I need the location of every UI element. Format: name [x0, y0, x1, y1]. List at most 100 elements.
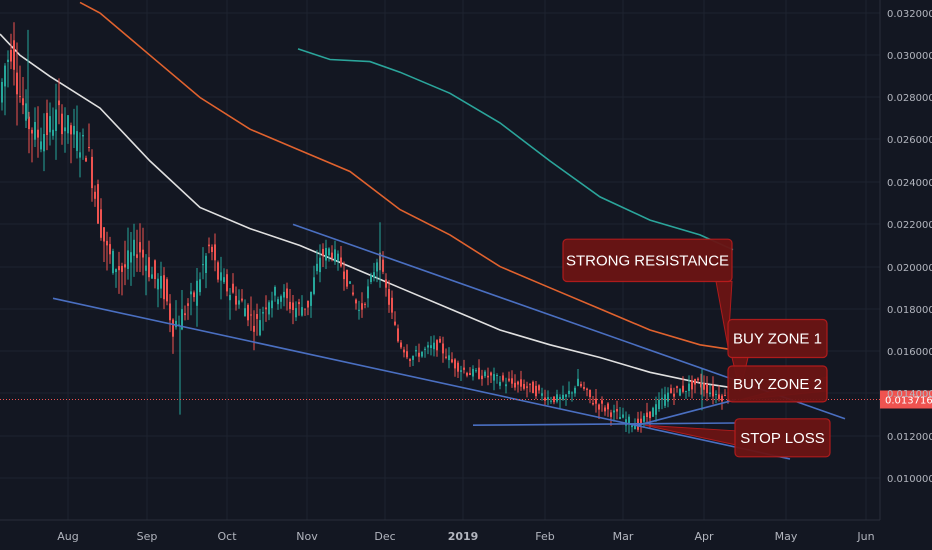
x-tick-label: Jun — [856, 530, 874, 543]
candle-body — [676, 386, 678, 388]
candle-body — [352, 292, 354, 295]
x-axis[interactable]: Aug Sep Oct Nov Dec 2019 Feb Mar Apr May Jun — [57, 530, 874, 543]
moving-average-line — [79, 1, 729, 350]
candle-body — [115, 269, 117, 272]
candle-body — [712, 385, 714, 397]
annotation-label: STOP LOSS — [740, 430, 825, 447]
candle-body — [517, 381, 519, 385]
candle-body — [208, 244, 210, 247]
y-tick-label: 0.032000 — [887, 9, 932, 20]
y-tick-label: 0.016000 — [887, 347, 932, 358]
x-tick-label: Sep — [137, 530, 158, 543]
candle-body — [592, 403, 594, 405]
candle-body — [181, 309, 183, 330]
annotation-callout[interactable]: BUY ZONE 2 — [727, 365, 828, 403]
candle-body — [397, 328, 399, 342]
candle-body — [622, 414, 624, 418]
candle-body — [535, 385, 537, 397]
x-tick-label: Mar — [613, 530, 634, 543]
candle-body — [382, 259, 384, 272]
candle-body — [169, 303, 171, 321]
candle-body — [547, 397, 549, 400]
candle-body — [724, 395, 726, 397]
candle-body — [16, 72, 18, 95]
candle-body — [544, 397, 546, 401]
y-tick-label: 0.022000 — [887, 220, 932, 231]
moving-average-line — [297, 48, 734, 251]
candle-body — [328, 248, 330, 256]
candle-body — [433, 342, 435, 350]
trendline-support[interactable] — [472, 422, 736, 426]
candle-body — [454, 359, 456, 369]
candle-body — [76, 131, 78, 151]
candle-body — [286, 288, 288, 299]
candle-body — [268, 302, 270, 315]
trendline-lower[interactable] — [52, 297, 791, 460]
candle-body — [460, 370, 462, 372]
candle-body — [361, 303, 363, 310]
candle-body — [436, 340, 438, 351]
candle-body — [655, 404, 657, 415]
x-tick-label: Feb — [535, 530, 554, 543]
candle-body — [388, 289, 390, 305]
candle-body — [163, 275, 165, 300]
candle-body — [484, 371, 486, 377]
candle-body — [298, 302, 300, 305]
current-price-badge — [880, 390, 932, 409]
annotation-label: BUY ZONE 1 — [733, 331, 822, 348]
candle-body — [217, 262, 219, 280]
y-tick-label: 0.018000 — [887, 305, 932, 316]
candle-body — [58, 100, 60, 106]
moving-average-line — [0, 33, 729, 388]
x-tick-label: Oct — [217, 530, 237, 543]
candle-body — [481, 375, 483, 380]
candle-body — [253, 325, 255, 332]
candle-body — [289, 301, 291, 310]
x-tick-label: Nov — [296, 530, 318, 543]
annotation-box — [727, 318, 828, 359]
y-tick-label: 0.024000 — [887, 178, 932, 189]
y-tick-label: 0.012000 — [887, 432, 932, 443]
trendline-rising[interactable] — [637, 399, 736, 426]
candle-body — [271, 300, 273, 309]
annotation-callout[interactable]: STRONG RESISTANCE — [562, 238, 733, 348]
candle-body — [106, 240, 108, 246]
candle-body — [343, 271, 345, 280]
y-tick-label: 0.014000 — [887, 389, 932, 400]
x-tick-label: Apr — [694, 530, 714, 543]
annotation-label: BUY ZONE 2 — [733, 376, 822, 393]
candle-body — [403, 349, 405, 353]
candle-body — [445, 356, 447, 358]
candle-body — [244, 308, 246, 317]
candle-body — [502, 375, 504, 381]
candle-body — [598, 404, 600, 410]
candle-body — [661, 397, 663, 400]
candle-body — [31, 129, 33, 134]
candle-body — [451, 359, 453, 363]
candle-body — [496, 375, 498, 376]
candle-body — [658, 399, 660, 409]
candle-body — [511, 378, 513, 384]
candle-body — [355, 299, 357, 304]
annotation-callout[interactable]: STOP LOSS — [644, 418, 831, 458]
candle-body — [697, 378, 699, 381]
candle-body — [259, 320, 261, 336]
candle-body — [85, 157, 87, 162]
candle-body — [193, 292, 195, 298]
candle-body — [709, 392, 711, 395]
candle-body — [310, 291, 312, 306]
candle-body — [214, 244, 216, 261]
candle-body — [262, 312, 264, 314]
candle-body — [190, 291, 192, 295]
candle-body — [466, 372, 468, 376]
candle-body — [586, 388, 588, 390]
candle-body — [316, 263, 318, 272]
candle-body — [13, 40, 15, 70]
y-axis[interactable]: 0.032000 0.030000 0.028000 0.026000 0.024000… — [887, 9, 932, 485]
candle-body — [46, 112, 48, 135]
candle-body — [235, 295, 237, 305]
candle-body — [376, 262, 378, 272]
candle-body — [562, 394, 564, 400]
